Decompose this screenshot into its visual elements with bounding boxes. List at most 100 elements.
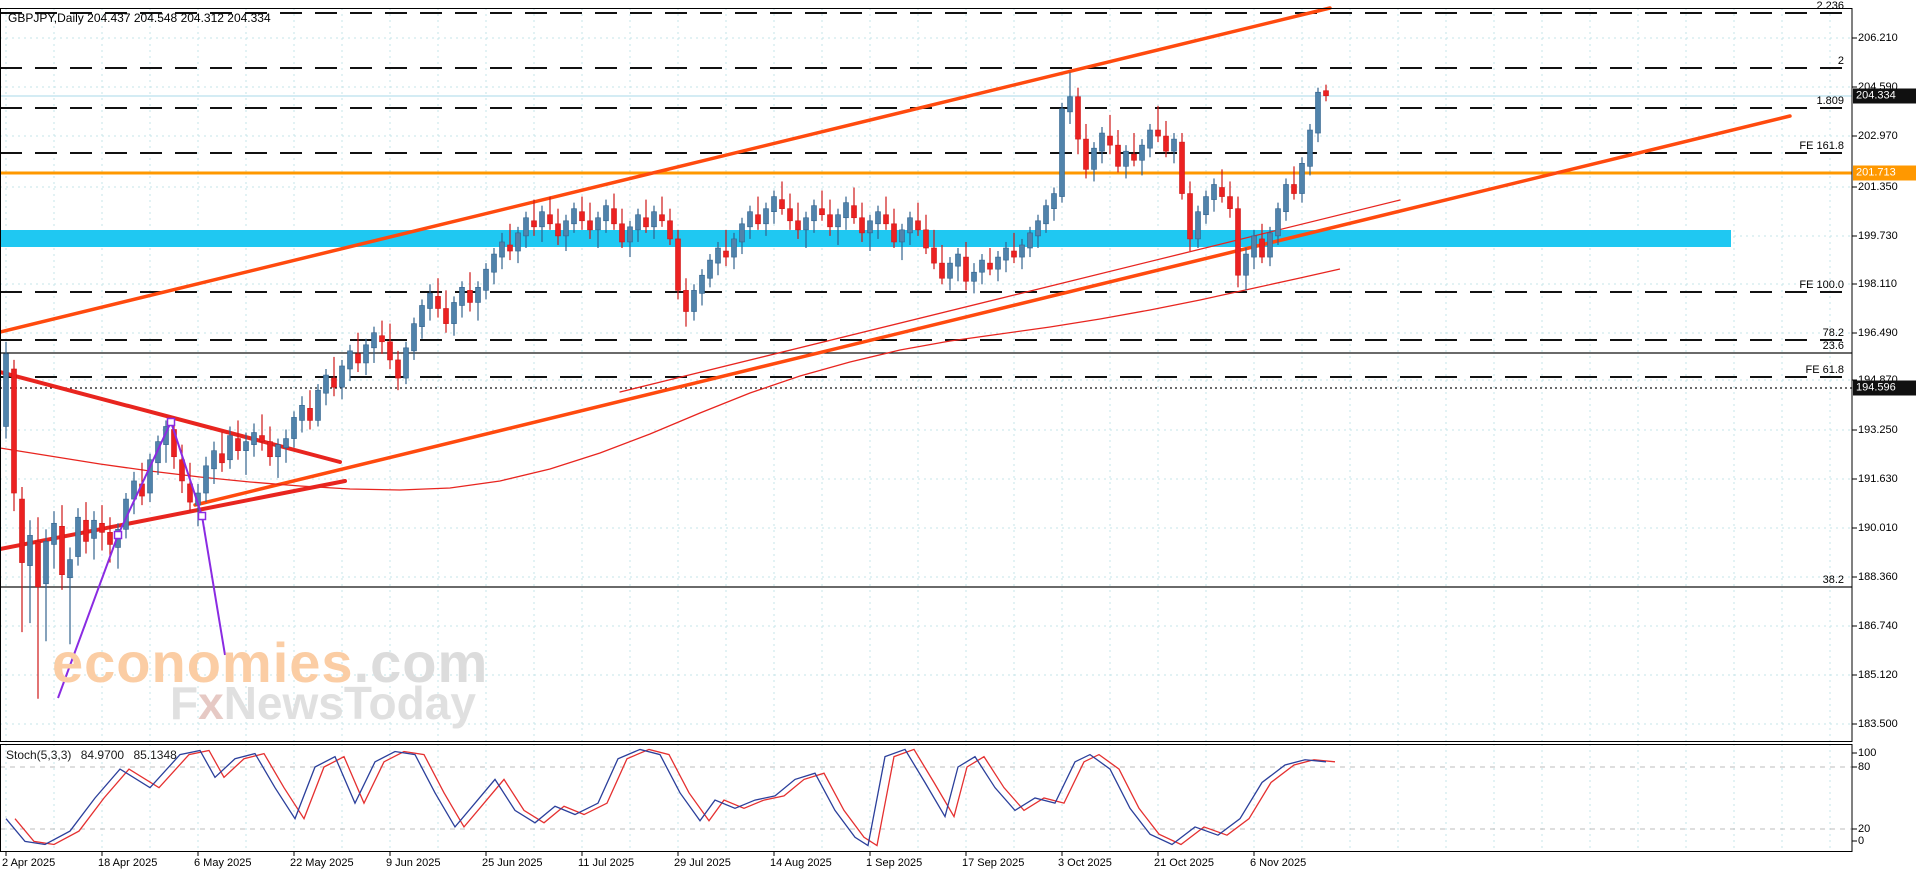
candle	[403, 341, 409, 385]
zigzag-vertex-marker[interactable]	[197, 511, 207, 521]
candle	[659, 196, 665, 227]
candle	[899, 223, 905, 261]
candle	[555, 208, 561, 245]
candle	[1139, 139, 1145, 176]
price-axis-label: 196.490	[1858, 327, 1898, 339]
candle	[67, 547, 73, 645]
candle	[539, 205, 545, 242]
candle	[915, 202, 921, 236]
candle	[947, 257, 953, 291]
symbol-ohlc-title: GBPJPY,Daily 204.437 204.548 204.312 204…	[8, 11, 271, 25]
zigzag-pattern	[57, 417, 226, 699]
stochastic-panel	[0, 748, 1852, 847]
candle	[1195, 205, 1201, 249]
candle	[75, 508, 81, 566]
candle	[1163, 120, 1169, 158]
candle	[227, 426, 233, 469]
candle	[675, 229, 681, 300]
candle	[627, 220, 633, 258]
candle	[1155, 105, 1161, 143]
stochastic-legend: Stoch(5,3,3) 84.9700 85.1348	[6, 748, 183, 762]
zigzag-vertex-marker[interactable]	[113, 530, 123, 540]
candle	[1219, 169, 1225, 203]
watermark-f: F	[170, 677, 199, 729]
candle	[651, 205, 657, 239]
candle	[571, 202, 577, 233]
candle	[667, 208, 673, 245]
candle	[963, 241, 969, 291]
fib-level-label: FE 161.8	[1799, 140, 1844, 152]
stoch-main-line	[5, 748, 1327, 847]
price-axis-label: 183.500	[1858, 718, 1898, 730]
candle	[1323, 84, 1329, 102]
candle	[1227, 181, 1233, 218]
candle	[1035, 214, 1041, 249]
date-axis-label: 29 Jul 2025	[674, 857, 731, 869]
channel-lower-orange[interactable]	[193, 114, 1792, 507]
candle	[747, 205, 753, 239]
candle	[43, 529, 49, 642]
stoch-main-value: 84.9700	[80, 748, 125, 762]
stoch-scale-label: 20	[1858, 823, 1871, 835]
price-axis-label: 201.350	[1858, 181, 1898, 193]
candle	[779, 181, 785, 215]
resistance-declining-red[interactable]	[0, 370, 342, 464]
candle	[811, 199, 817, 233]
main-panel-border	[0, 8, 1853, 742]
support-ascending-red[interactable]	[0, 479, 347, 551]
candle	[363, 338, 369, 376]
channel-upper-orange[interactable]	[0, 6, 1332, 334]
candle	[1027, 226, 1033, 258]
inner-trend-thin-red[interactable]	[619, 199, 1401, 393]
fib-level-label: 78.2	[1822, 327, 1844, 339]
candle	[99, 505, 105, 551]
candle	[27, 520, 33, 624]
candle	[1259, 223, 1265, 264]
candle	[131, 471, 137, 515]
candle	[1147, 123, 1153, 158]
candle	[611, 193, 617, 230]
candle	[371, 326, 377, 363]
axis-ticks	[5, 37, 1857, 856]
fxnewstoday-watermark: FxNewsToday	[170, 676, 476, 730]
candle	[147, 453, 153, 503]
candle	[163, 420, 169, 463]
candle	[339, 359, 345, 400]
candle	[763, 202, 769, 236]
price-axis-label: 186.740	[1858, 620, 1898, 632]
candle	[795, 202, 801, 239]
date-axis-label: 6 May 2025	[194, 857, 252, 869]
stoch-scale-label: 80	[1858, 761, 1871, 773]
candle	[219, 432, 225, 472]
zigzag-vertex-marker[interactable]	[166, 417, 176, 427]
candle	[507, 223, 513, 261]
watermark-brand: economies	[52, 631, 354, 694]
date-axis-label: 3 Oct 2025	[1058, 857, 1112, 869]
candle	[755, 196, 761, 230]
candle	[1171, 133, 1177, 164]
candle	[355, 332, 361, 373]
stoch-panel-border	[0, 744, 1853, 852]
candle	[1003, 241, 1009, 273]
candle	[859, 202, 865, 242]
candlesticks	[3, 72, 1329, 699]
candle	[851, 187, 857, 224]
cyan-supply-zone	[0, 230, 1731, 247]
candle	[35, 517, 41, 699]
candle	[1075, 87, 1081, 155]
candle	[771, 190, 777, 224]
candle	[435, 278, 441, 318]
candle	[83, 502, 89, 554]
candle	[891, 208, 897, 249]
candle	[587, 202, 593, 239]
date-axis-label: 21 Oct 2025	[1154, 857, 1214, 869]
moving-average-line	[0, 268, 1341, 491]
price-axis-label: 206.210	[1858, 32, 1898, 44]
candle	[1307, 123, 1313, 176]
candle	[475, 281, 481, 321]
watermark-tld: .com	[353, 631, 489, 694]
candle	[1179, 133, 1185, 200]
candle	[1235, 196, 1241, 288]
candle	[1243, 248, 1249, 291]
date-axis-label: 1 Sep 2025	[866, 857, 923, 869]
